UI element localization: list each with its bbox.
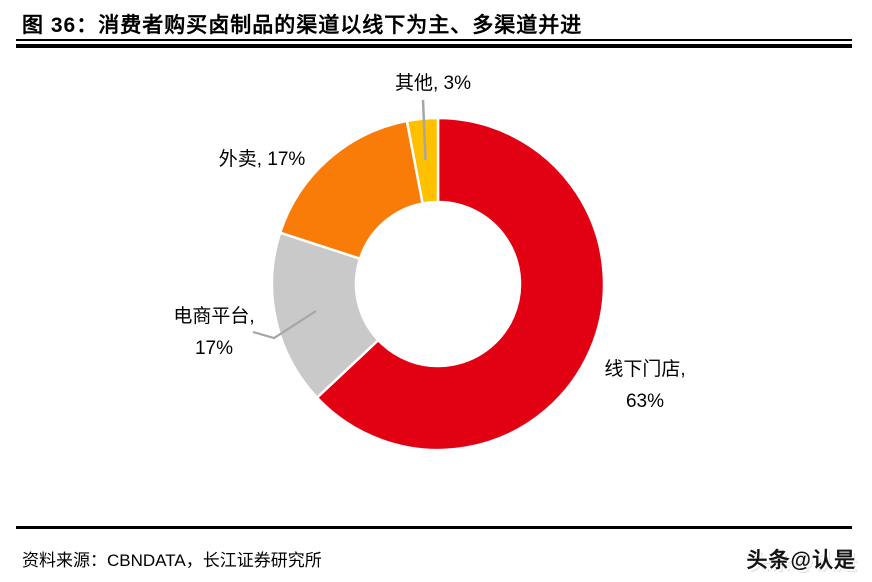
pie-slice-other — [405, 116, 440, 205]
leader-line-other — [421, 99, 427, 161]
slice-label-offline-stores: 线下门店, 63% — [570, 354, 720, 419]
figure-title: 图 36：消费者购买卤制品的渠道以线下为主、多渠道并进 — [22, 14, 583, 37]
slice-label-takeout-text: 外卖, 17% — [218, 149, 306, 170]
slice-label-offline-line1: 线下门店, — [604, 359, 686, 380]
slice-label-other-text: 其他, 3% — [394, 73, 472, 94]
title-rule-thin — [16, 39, 852, 41]
pie-slice-takeout — [278, 119, 425, 261]
title-rule-thick — [16, 44, 852, 48]
slice-label-other: 其他, 3% — [368, 68, 498, 100]
source-note: 资料来源：CBNDATA，长江证券研究所 — [22, 551, 322, 570]
watermark: 头条@认是 — [746, 549, 856, 572]
leader-line-ecommerce — [252, 310, 317, 340]
slice-label-ecommerce-line1: 电商平台, — [173, 306, 255, 327]
slice-label-ecommerce-line2: 17% — [194, 338, 234, 360]
slice-label-takeout: 外卖, 17% — [196, 144, 328, 176]
pie-slice-ecommerce-platform — [270, 231, 380, 400]
slice-label-offline-line2: 63% — [625, 391, 665, 413]
footer-rule — [16, 526, 852, 529]
slice-label-ecommerce: 电商平台, 17% — [141, 301, 287, 366]
pie-slice-offline-stores — [315, 116, 606, 452]
donut-slices — [270, 116, 606, 452]
